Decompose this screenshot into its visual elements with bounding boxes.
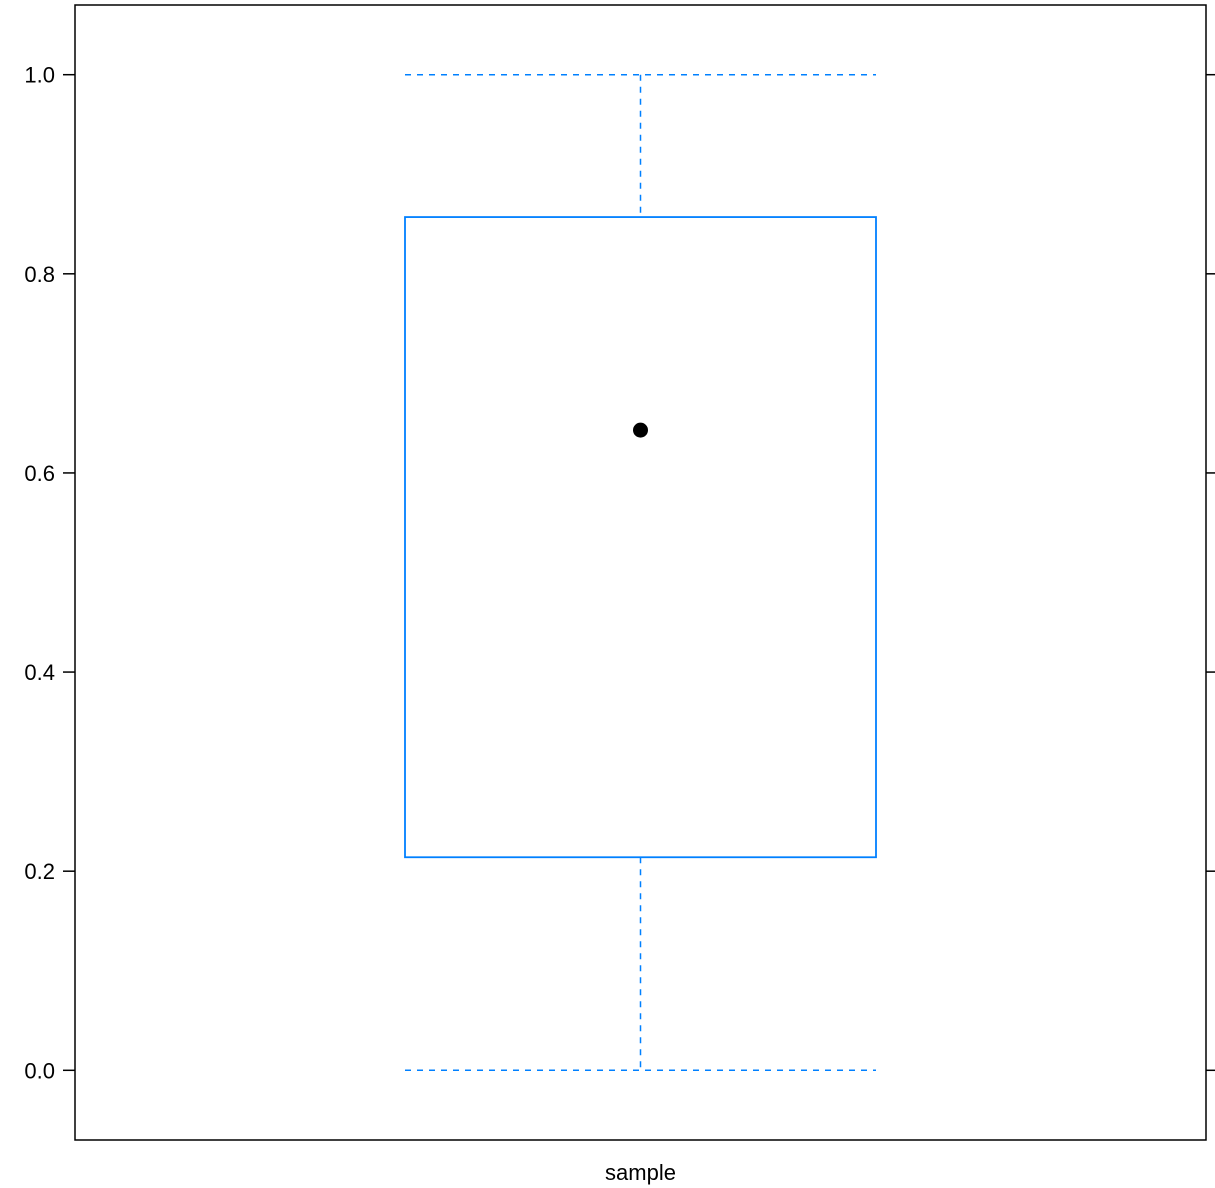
y-tick-label: 0.2 [24,859,55,884]
box-iqr [404,216,877,859]
y-tick-label: 0.0 [24,1058,55,1083]
y-tick-label: 0.8 [24,262,55,287]
x-category-label: sample [605,1160,676,1185]
x-axis: sample [605,1160,676,1185]
box-series [404,73,877,1072]
y-tick-label: 0.4 [24,660,55,685]
median-dot [633,422,648,438]
y-tick-label: 1.0 [24,63,55,88]
y-axis-left: 0.0 0.2 0.4 0.6 0.8 1.0 [24,63,75,1083]
plot-frame [74,4,1207,1141]
y-axis-right [1206,73,1215,1072]
y-tick-label: 0.6 [24,461,55,486]
